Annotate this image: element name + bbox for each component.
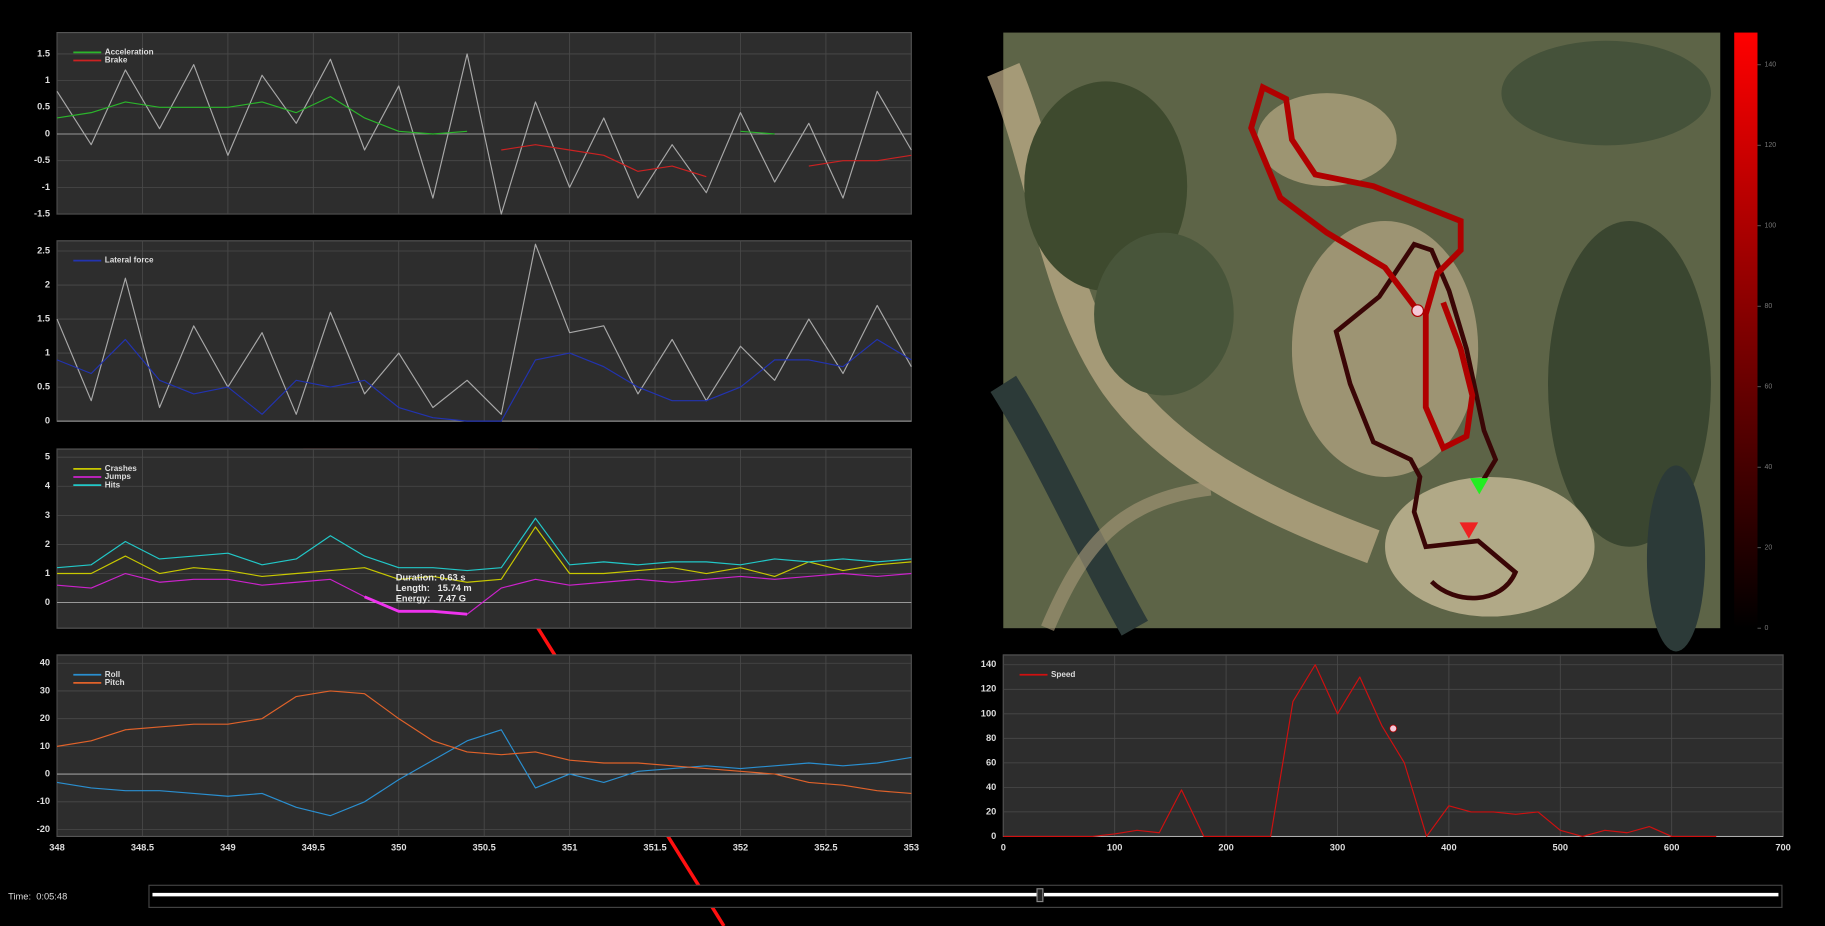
telemetry-ui: 020406080100120140 Time: 0:05:48 -1.5-1-… [0,0,1825,926]
line-chart: 0 100 200 300 400 500 600 700 0 20 40 60 80 100 120 140… [981,655,1791,853]
y-tick-label: 1 [45,75,50,85]
colorbar-label: 100 [1764,223,1776,230]
y-tick-label: 2 [45,279,50,289]
x-tick-label: 200 [1218,843,1234,853]
y-tick-label: 1.5 [37,48,50,58]
map [1003,33,1720,652]
x-tick-label: 600 [1664,843,1680,853]
y-tick-label: 4 [45,481,51,491]
time-label: Time: 0:05:48 [8,891,67,901]
legend-label: Hits [105,480,121,489]
y-tick-label: 40 [986,782,996,792]
x-tick-label: 353 [904,843,920,853]
x-tick-label: 500 [1553,843,1569,853]
y-tick-label: -1 [42,182,50,192]
y-tick-label: 0 [45,769,50,779]
y-tick-label: 10 [40,741,50,751]
y-tick-label: 0 [991,831,996,841]
annotation: Energy: 7.47 G [396,594,466,604]
y-tick-label: -20 [37,824,50,834]
y-tick-label: 2.5 [37,245,50,255]
x-tick-label: 348.5 [131,843,154,853]
legend-label: Pitch [105,678,125,687]
colorbar-label: 20 [1764,545,1772,552]
y-tick-label: 3 [45,510,50,520]
y-tick-label: 30 [40,685,50,695]
colorbar: 0 20 40 60 80 100 120 140 [1734,33,1776,632]
y-tick-label: 0 [45,597,50,607]
y-tick-label: 5 [45,452,50,462]
page: {"time_label":"Time: 0:05:48", "chart_da… [0,0,1825,926]
x-tick-label: 352.5 [814,843,837,853]
annotation: Duration: 0.63 s [396,573,466,583]
x-tick-label: 348 [49,843,65,853]
plot-area [1003,655,1783,836]
colorbar-label: 80 [1764,303,1772,310]
y-tick-label: 140 [981,659,997,669]
line-chart: 0 0.5 1 1.5 2 2.5 Lateral force [37,241,911,426]
x-tick-label: 349 [220,843,236,853]
y-tick-label: 80 [986,733,996,743]
time-slider[interactable] [149,885,1782,907]
x-tick-label: 350.5 [473,843,496,853]
position-marker [1412,305,1424,317]
line-chart: 348 348.5 349 349.5 350 350.5 351 351.5 352 352.5… [37,655,919,853]
current-marker [1390,725,1397,732]
y-tick-label: 0 [45,128,50,138]
y-tick-label: 20 [986,806,996,816]
y-tick-label: 40 [40,658,50,668]
y-tick-label: 2 [45,539,50,549]
legend-label: Lateral force [105,256,154,265]
colorbar-label: 0 [1764,625,1768,632]
x-tick-label: 300 [1330,843,1346,853]
annotation: Length: 15.74 m [396,583,472,593]
y-tick-label: 1 [45,348,50,358]
colorbar-label: 40 [1764,464,1772,471]
x-tick-label: 100 [1107,843,1123,853]
x-tick-label: 349.5 [302,843,325,853]
y-tick-label: -0.5 [34,155,50,165]
x-tick-label: 350 [391,843,407,853]
y-tick-label: 0.5 [37,382,50,392]
x-tick-label: 352 [733,843,749,853]
y-tick-label: 100 [981,708,997,718]
legend-label: Brake [105,56,128,65]
x-tick-label: 351 [562,843,578,853]
y-tick-label: 120 [981,684,997,694]
y-tick-label: 0.5 [37,102,50,112]
x-tick-label: 0 [1001,843,1006,853]
legend-label: Speed [1051,670,1075,679]
x-tick-label: 351.5 [643,843,666,853]
colorbar-label: 60 [1764,384,1772,391]
y-tick-label: 0 [45,416,50,426]
y-tick-label: -10 [37,796,50,806]
x-tick-label: 700 [1775,843,1791,853]
y-tick-label: -1.5 [34,209,50,219]
y-tick-label: 1 [45,568,50,578]
y-tick-label: 20 [40,713,50,723]
colorbar-label: 140 [1764,62,1776,69]
y-tick-label: 60 [986,757,996,767]
colorbar-label: 120 [1764,142,1776,149]
x-tick-label: 400 [1441,843,1457,853]
y-tick-label: 1.5 [37,314,50,324]
